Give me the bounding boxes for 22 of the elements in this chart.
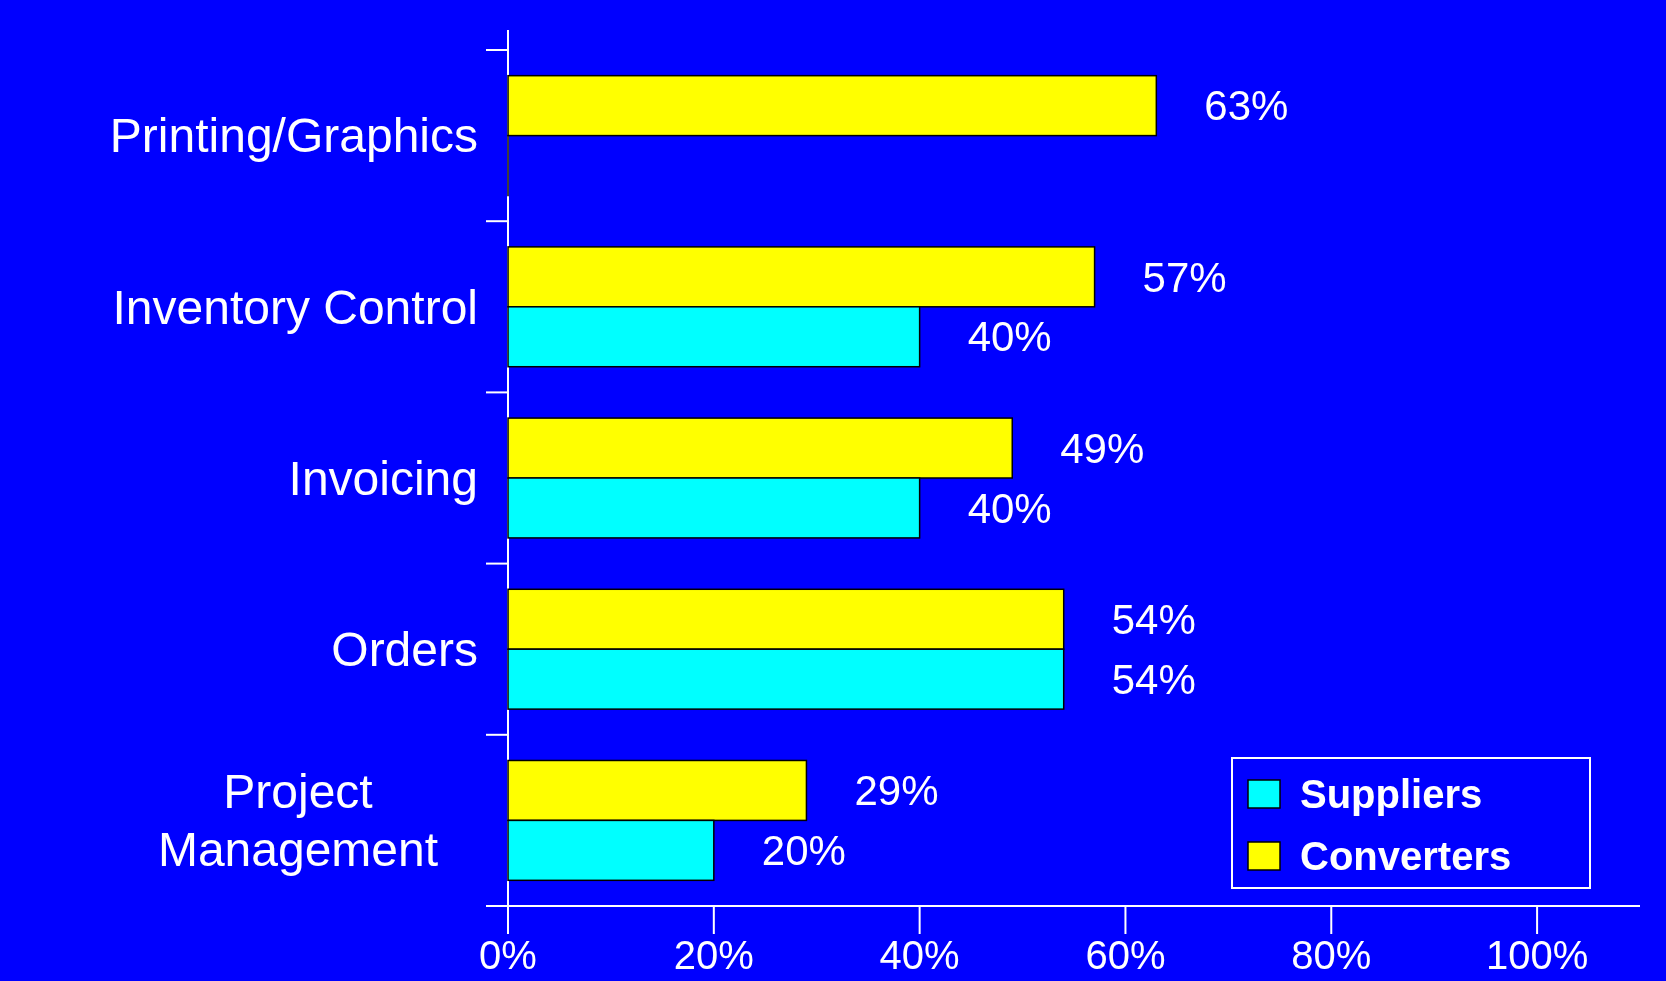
x-tick-label: 80% (1291, 933, 1372, 977)
x-tick-label: 60% (1085, 933, 1166, 977)
x-tick-label: 100% (1485, 933, 1589, 977)
x-tick-label: 40% (879, 933, 960, 977)
data-label: 29% (854, 767, 939, 815)
y-tick-label: Inventory Control (112, 280, 478, 334)
data-label: 20% (761, 827, 846, 875)
y-tick-label: Orders (331, 623, 478, 676)
data-label: 49% (1060, 424, 1145, 472)
data-label: 54% (1111, 655, 1196, 703)
y-tick-label: Invoicing (288, 451, 478, 505)
x-tick-label: 20% (673, 933, 754, 977)
data-label: 40% (967, 313, 1052, 361)
y-tick-label: Project Management (157, 765, 439, 876)
legend-label: Converters (1300, 834, 1512, 878)
legend-label: Suppliers (1300, 772, 1483, 816)
data-label: 54% (1111, 595, 1196, 643)
data-label: 63% (1204, 82, 1289, 130)
x-tick-label: 0% (479, 933, 537, 977)
data-label: 40% (967, 484, 1052, 532)
y-tick-label: Printing/Graphics (109, 109, 478, 163)
data-label: 57% (1142, 253, 1227, 301)
